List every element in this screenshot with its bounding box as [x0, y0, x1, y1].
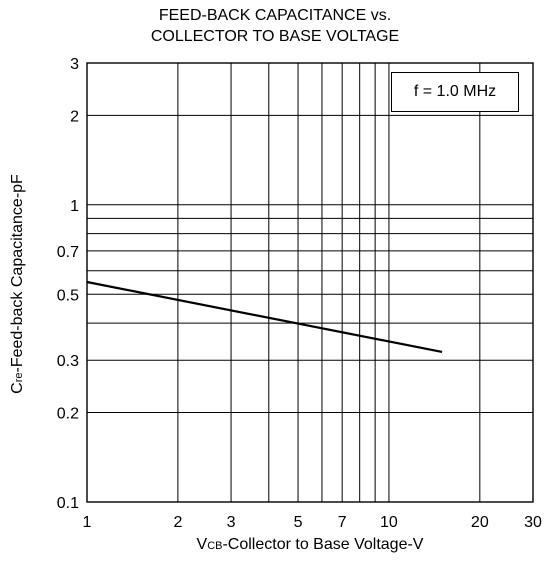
- x-tick-label: 1: [83, 514, 92, 531]
- y-axis-label-rest: -Feed-back Capacitance-pF: [9, 174, 26, 373]
- x-axis-label-subscript: CB: [207, 540, 223, 552]
- x-tick-label: 7: [338, 514, 347, 531]
- y-tick-label: 0.1: [57, 495, 79, 512]
- x-tick-label: 10: [380, 514, 398, 531]
- y-tick-label: 3: [70, 56, 79, 73]
- x-tick-label: 20: [471, 514, 489, 531]
- y-tick-label: 0.3: [57, 353, 79, 370]
- y-axis-label-subscript: re: [13, 372, 25, 383]
- y-tick-label: 0.2: [57, 406, 79, 423]
- x-tick-label: 2: [173, 514, 182, 531]
- y-tick-label: 0.7: [57, 244, 79, 261]
- x-axis-label-prefix: V: [196, 536, 208, 553]
- chart-title: FEED-BACK CAPACITANCE vs.: [158, 7, 392, 24]
- x-axis-label: VCB-Collector to Base Voltage-V: [87, 536, 533, 554]
- x-axis-label-rest: -Collector to Base Voltage-V: [222, 536, 424, 553]
- frequency-annotation-text: f = 1.0 MHz: [413, 83, 497, 100]
- y-tick-label: 1: [70, 198, 79, 215]
- x-tick-label: 3: [227, 514, 236, 531]
- capacitance-curve: [86, 280, 443, 353]
- y-axis-label: Cre-Feed-back Capacitance-pF: [9, 174, 27, 394]
- y-tick-label: 0.5: [57, 287, 79, 304]
- frequency-annotation: f = 1.0 MHz: [391, 72, 519, 112]
- x-tick-label: 5: [294, 514, 303, 531]
- chart-subtitle: COLLECTOR TO BASE VOLTAGE: [150, 28, 400, 45]
- y-axis-label-prefix: C: [9, 382, 26, 394]
- x-tick-label: 30: [524, 514, 542, 531]
- y-tick-label: 2: [70, 108, 79, 125]
- plot-frame: [86, 62, 534, 503]
